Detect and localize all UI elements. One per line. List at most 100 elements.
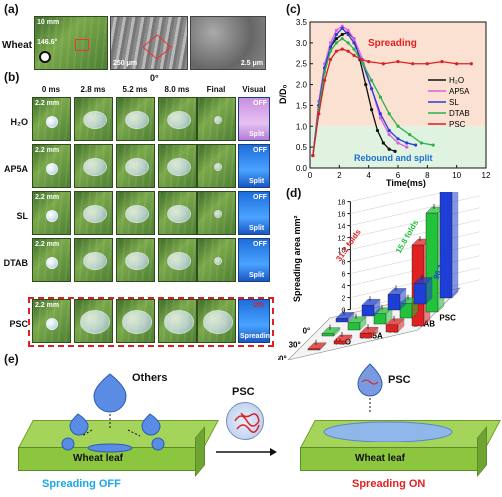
row-label-dtab: DTAB (3, 258, 28, 268)
col-head-8-0ms: 8.0 ms (164, 85, 190, 94)
frame-0-0: 2.2 mm (32, 97, 71, 141)
z-tick-label: 12 (338, 236, 346, 243)
psc-right-label: PSC (388, 374, 411, 386)
frame-4-3 (158, 299, 197, 343)
data-point (334, 49, 338, 53)
frame-1-3 (158, 144, 197, 188)
data-point (408, 133, 412, 137)
bar-front (361, 304, 375, 317)
psc-highlight-box (28, 297, 274, 347)
legend-label: AP5A (449, 87, 470, 96)
col-head-2-8ms: 2.8 ms (80, 85, 106, 94)
droplet-spread-icon (213, 163, 222, 171)
data-point (419, 141, 424, 145)
frame-scale-label: 2.2 mm (35, 241, 60, 248)
data-point (340, 47, 344, 51)
data-point (431, 143, 435, 147)
z-gridline (350, 207, 481, 238)
visual-on-label: ON (253, 302, 264, 309)
bar-top (321, 327, 341, 334)
frame-0-4 (197, 97, 236, 141)
visual-frame-1: OFF Split (238, 144, 270, 188)
annotation-spreading: Spreading (368, 38, 417, 49)
data-point (455, 62, 459, 66)
sem-image-low-mag: 250 μm (110, 16, 188, 70)
panel-label-d: (d) (286, 186, 302, 200)
y-tick-label: 3.5 (296, 18, 308, 27)
wheat-label: Wheat (2, 40, 32, 51)
frame-2-0: 2.2 mm (32, 191, 71, 235)
arrow-left (81, 429, 93, 437)
chart-c-legend: H₂O AP5A SL DTAB PSC (428, 76, 470, 129)
bar-top (335, 312, 355, 319)
z-tick-label: 8 (341, 260, 345, 267)
col-head-5-2ms: 5.2 ms (122, 85, 148, 94)
droplet-spread-icon (166, 158, 191, 176)
droplet-icon (46, 257, 58, 269)
droplet-spread-icon (124, 158, 149, 176)
data-point (352, 47, 356, 51)
z-tick-label: 18 (338, 200, 346, 207)
z-axis-label: Spreading area mm² (292, 215, 302, 302)
visual-off-label: OFF (253, 147, 267, 154)
fold-label: 31.2 folds (334, 227, 363, 263)
data-point (352, 41, 356, 45)
bar-front (335, 318, 349, 323)
col-head-visual: Visual (242, 85, 266, 94)
frame-0-2 (116, 97, 155, 141)
y-tick-label: 3.0 (296, 39, 308, 48)
data-point (375, 128, 380, 133)
rebound-drop-right-icon (151, 437, 165, 451)
droplet-spread-icon (166, 111, 191, 129)
frame-3-4 (197, 238, 236, 282)
frame-scale-label: 2.2 mm (35, 302, 60, 309)
psc-drop-chains (361, 379, 379, 385)
frame-1-4 (197, 144, 236, 188)
data-point (405, 145, 409, 149)
visual-frame-2: OFF Split (238, 191, 270, 235)
droplet-spread-icon (202, 310, 233, 334)
droplet-spread-icon (82, 111, 107, 129)
spread-film-icon (323, 421, 453, 442)
others-label: Others (132, 372, 168, 384)
droplet-icon (46, 318, 58, 330)
data-point (317, 112, 321, 116)
spread-diagram (323, 363, 453, 442)
frame-4-1 (74, 299, 113, 343)
x-tick-label: 0 (308, 171, 313, 180)
data-point (381, 62, 385, 66)
y-axis-label: D/D₀ (278, 84, 288, 104)
bar-top (413, 277, 433, 284)
visual-frame-0: OFF Split (238, 97, 270, 141)
bar-side (451, 192, 459, 299)
bar-front (385, 324, 399, 333)
frame-scale-label: 2.2 mm (35, 194, 60, 201)
data-point (364, 82, 368, 87)
frame-1-0: 2.2 mm (32, 144, 71, 188)
polymer-chains-icon (234, 412, 260, 433)
frame-1-1 (74, 144, 113, 188)
frame-4-0: 2.2 mm (32, 299, 71, 343)
x-tick-label: 10 (452, 171, 461, 180)
z-tick-label: 10 (338, 248, 346, 255)
bounce-diagram (61, 373, 165, 453)
x-tick-label: 6 (396, 171, 401, 180)
y-tick-label: 0.0 (296, 164, 308, 173)
y-tick-label: 1.0 (296, 122, 308, 131)
data-point (396, 60, 400, 64)
data-point (414, 143, 418, 147)
frame-scale-label: 2.2 mm (35, 100, 60, 107)
bar-front (347, 322, 361, 331)
x-tick-label: 12 (482, 171, 491, 180)
frame-4-2 (116, 299, 155, 343)
data-point (370, 87, 374, 91)
sem-image-high-mag: 2.5 μm (190, 16, 266, 70)
data-point (334, 41, 338, 45)
data-point (361, 62, 365, 66)
row-label-h2o: H₂O (10, 117, 29, 127)
bar-top (387, 288, 407, 295)
data-point (405, 141, 409, 145)
z-gridline (350, 192, 394, 202)
y-tick-label: 2.0 (296, 81, 308, 90)
z-tick-label: 2 (341, 296, 345, 303)
